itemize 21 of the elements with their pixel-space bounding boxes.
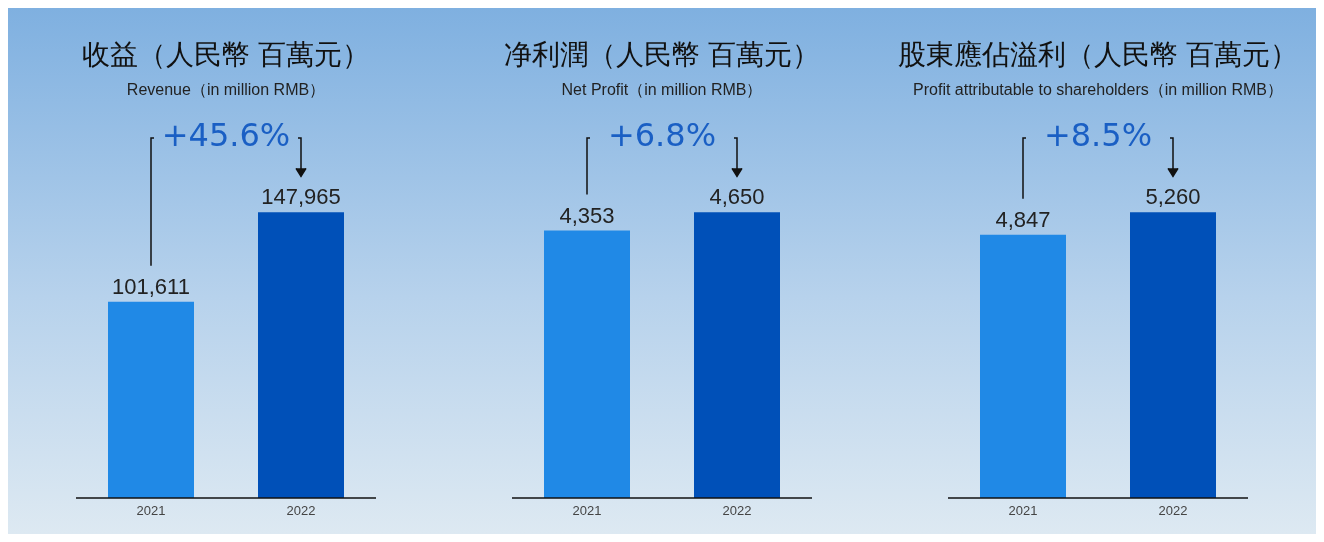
x-tick-label: 2022 <box>1158 503 1188 519</box>
text: +45.6% <box>160 116 292 154</box>
data-label: 147,965 <box>261 184 341 210</box>
data-label: 4,847 <box>995 206 1051 232</box>
x-tick-label: 2022 <box>722 503 752 519</box>
text: +8.5% <box>1042 116 1154 154</box>
chart-subtitle: Profit attributable to shareholders（in million RMB） <box>912 80 1284 100</box>
data-label: 4,650 <box>709 184 765 210</box>
text: +6.8% <box>606 116 718 154</box>
chart-title: 股東應佔溢利（人民幣 百萬元） <box>896 37 1300 73</box>
x-tick-label: 2022 <box>286 503 316 519</box>
data-label: 4,353 <box>559 202 615 228</box>
chart-title: 净利潤（人民幣 百萬元） <box>502 37 822 73</box>
x-tick-label: 2021 <box>572 503 602 519</box>
data-label: 5,260 <box>1145 184 1201 210</box>
chart-subtitle: Revenue（in million RMB） <box>125 80 327 100</box>
data-label: 101,611 <box>112 273 190 299</box>
x-tick-label: 2021 <box>136 503 166 519</box>
chart-title: 收益（人民幣 百萬元） <box>80 37 372 73</box>
x-tick-label: 2021 <box>1008 503 1038 519</box>
chart-subtitle: Net Profit（in million RMB） <box>560 80 764 100</box>
